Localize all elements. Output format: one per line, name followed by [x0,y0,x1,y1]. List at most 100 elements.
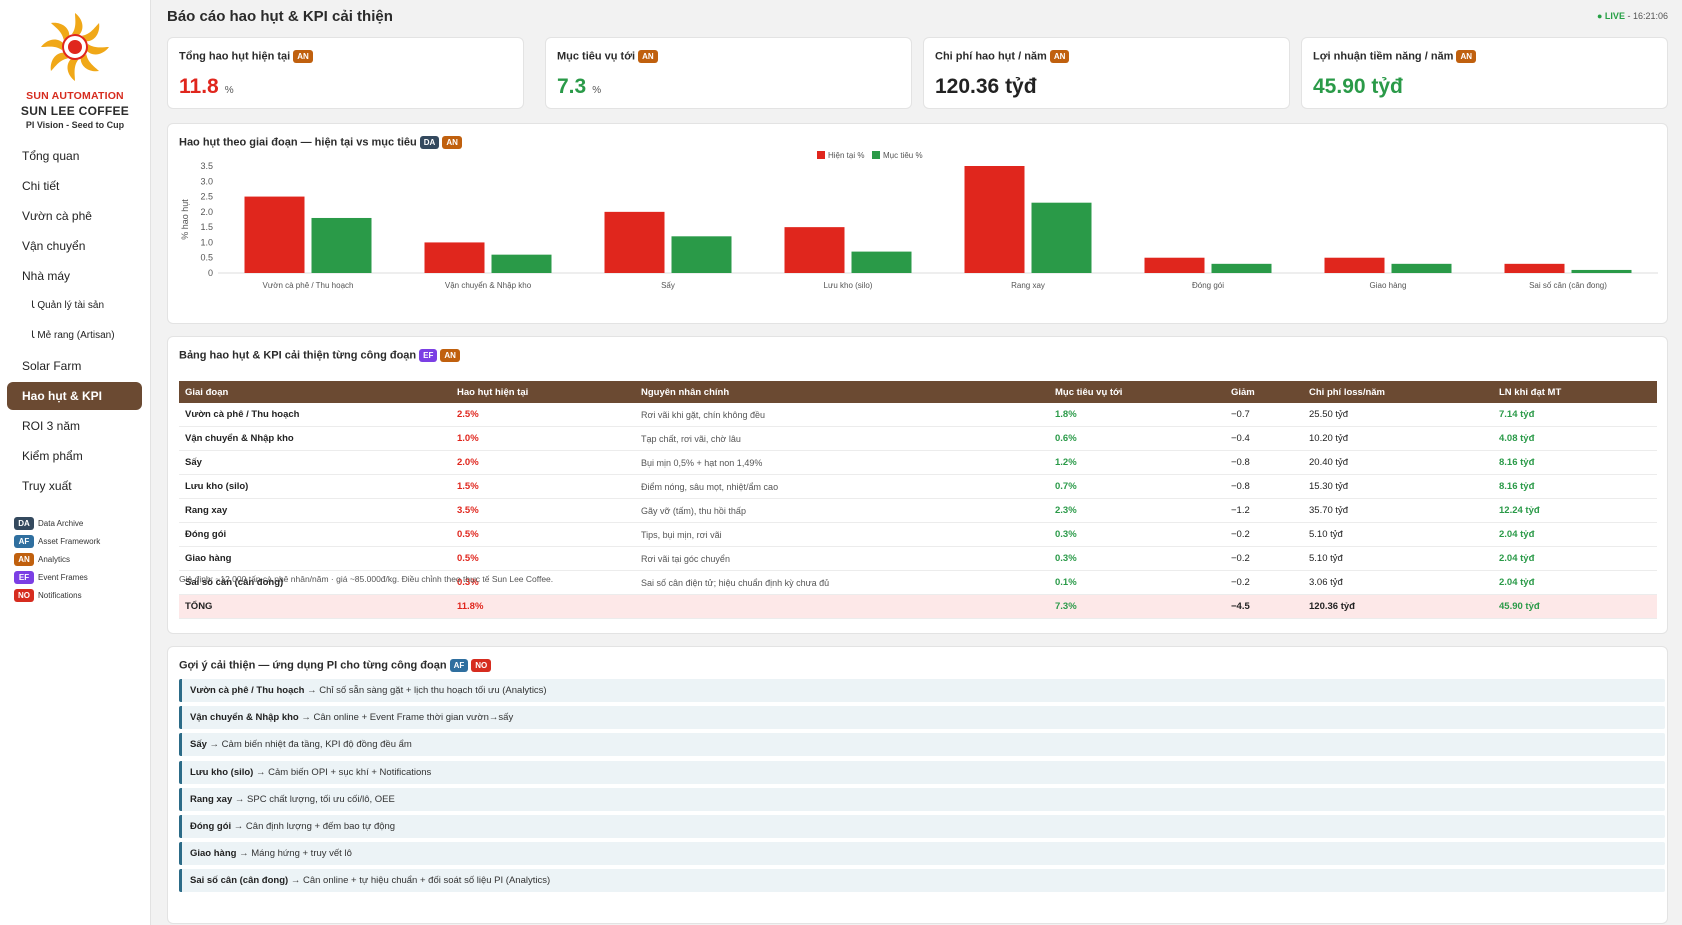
cell-cause [635,594,1049,619]
cell-cause: Sai số cân điện tử; hiệu chuẩn định kỳ c… [635,570,1049,595]
nav-item-overview[interactable]: Tổng quan [22,149,80,163]
badge-an: AN [638,50,658,63]
cell-current: 1.5% [451,474,635,499]
table-header-row: Giai đoạn Hao hụt hiện tại Nguyên nhân c… [179,381,1657,403]
bar-target [851,251,912,273]
cell-cost: 35.70 tỷđ [1303,498,1493,523]
legend-label: Asset Framework [38,536,101,546]
suggestion-stage: Sai số cân (cân đong) [190,875,289,887]
bar-current [1504,263,1565,273]
kpi-unit: % [224,85,234,96]
nav-item-factory[interactable]: Nhà máy [22,269,71,283]
legend-swatch [817,151,825,159]
suggestion-text: → Chỉ số sẵn sàng gặt + lịch thu hoạch t… [307,685,547,696]
cell-target: 0.3% [1049,522,1225,547]
legend-label: Event Frames [38,572,88,582]
cell-cause: Gãy vỡ (tấm), thu hồi thấp [635,498,1049,523]
cell-profit: 4.08 tỷđ [1493,426,1657,451]
bar-target [311,217,372,273]
x-tick-label: Lưu kho (silo) [824,281,873,290]
badge-no: NO [14,588,34,602]
bar-current [964,166,1025,273]
nav-item-traceability[interactable]: Truy xuất [22,479,72,493]
nav-item-transport[interactable]: Vận chuyển [22,239,86,253]
badge-af: AF [14,534,34,548]
kpi-value-number: 7.3 [557,75,587,98]
x-tick-label: Đóng gói [1192,281,1224,290]
y-tick-label: 2.5 [200,192,213,202]
sidebar: SUN AUTOMATION SUN LEE COFFEE PI Vision … [0,0,151,925]
cell-cause: Điểm nóng, sâu mọt, nhiệt/ẩm cao [635,474,1049,499]
bar-current [1324,257,1385,273]
nav-item-roi[interactable]: ROI 3 năm [22,419,81,433]
table-row: Rang xay 3.5% Gãy vỡ (tấm), thu hồi thấp 2.… [179,498,1657,523]
badge-ef: EF [14,570,34,584]
nav-item-solar-farm[interactable]: Solar Farm [22,359,82,373]
bar-target [1031,202,1092,273]
cell-cause: Rơi vãi khi gặt, chín không đều [635,403,1049,427]
y-tick-label: 0.5 [200,253,213,263]
legend-label: Data Archive [38,518,84,528]
cell-target: 1.8% [1049,403,1225,427]
kpi-value-number: 11.8 [179,75,219,98]
cell-stage: Giao hàng [179,546,451,571]
kpi-label: Chi phí hao hụt / năm AN [935,50,1070,63]
suggestion-stage: Đóng gói [190,821,232,832]
cell-current: 3.5% [451,498,635,523]
nav-item-quality-check[interactable]: Kiểm phẩm [22,449,83,463]
brand-line-3: PI Vision - Seed to Cup [25,120,125,130]
bar-target [1571,269,1632,273]
legend-item: NO Notifications [14,586,150,604]
table-row: Đóng gói 0.5% Tips, bụi mịn, rơi vãi 0.3% −0… [179,522,1657,547]
column-header: Chi phí loss/năm [1303,381,1493,403]
bar-target [491,254,552,273]
cell-target: 0.6% [1049,426,1225,451]
cell-cause: Tips, bụi mịn, rơi vãi [635,522,1049,547]
cell-profit: 8.16 tỷđ [1493,474,1657,499]
legend-swatch [872,151,880,159]
suggestion-stage: Rang xay [190,793,233,805]
badge-no: NO [471,659,492,672]
cell-cost: 10.20 tỷđ [1303,426,1493,451]
chart-card: Hao hụt theo giai đoạn — hiện tại vs mục… [167,123,1668,324]
bar-current [424,242,485,273]
cell-current: 0.5% [451,522,635,547]
live-status: ● LIVE - 16:21:06 [1597,11,1668,21]
cell-profit: 12.24 tỷđ [1493,498,1657,523]
suggestions-card: Gợi ý cải thiện — ứng dụng PI cho từng c… [167,646,1668,924]
cell-profit: 7.14 tỷđ [1493,403,1657,427]
cell-reduce: −0.4 [1225,426,1303,451]
legend-label: Hiện tại % [828,151,864,160]
cell-target: 7.3% [1049,594,1225,619]
suggestion-text: → Cân online + tự hiệu chuẩn + đối soát … [290,875,551,887]
cell-stage: Vườn cà phê / Thu hoạch [179,403,451,427]
column-header: Hao hụt hiện tại [451,381,635,403]
kpi-card-potential-profit: Lợi nhuận tiềm năng / năm AN 45.90 tỷđ [1301,37,1668,109]
x-tick-label: Sấy [661,281,675,290]
legend-label: Analytics [38,554,71,564]
x-tick-label: Vườn cà phê / Thu hoạch [263,281,354,290]
table-row: Vận chuyển & Nhập kho 1.0% Tạp chất, rơi v… [179,426,1657,451]
x-tick-label: Sai số cân (cân đong) [1529,281,1607,290]
nav-item-coffee-farm[interactable]: Vườn cà phê [22,209,92,223]
kpi-value: 120.36 tỷđ [935,75,1037,99]
suggestion-item: Lưu kho (silo) → Cảm biến OPI + sục khí … [179,760,1665,784]
nav-item-roast-batch[interactable]: Ꙇ Mẻ rang (Artisan) [31,330,115,341]
nav-item-asset-management[interactable]: Ꙇ Quản lý tài sản [31,300,105,311]
nav-item-loss-kpi[interactable]: Hao hụt & KPI [7,382,142,410]
badge-af: AF [449,659,469,672]
cell-target: 1.2% [1049,450,1225,475]
column-header: Giai đoạn [179,381,451,403]
bar-current [604,211,665,273]
y-tick-label: 1.5 [200,222,213,232]
cell-stage: Sai số cân (cân đong) [179,570,451,595]
badge-da: DA [14,516,34,530]
kpi-card-total-loss: Tổng hao hụt hiện tại AN 11.8% [167,37,524,109]
nav-item-detail[interactable]: Chi tiết [22,179,60,193]
badge-an: AN [442,136,462,149]
badge-legend: DA Data Archive AF Asset Framework AN Analy… [0,514,150,604]
legend-label: Notifications [38,590,82,600]
suggestion-text: → Máng hứng + truy vết lô [239,848,352,860]
suggestion-stage: Giao hàng [190,848,237,860]
cell-cause: Tạp chất, rơi vãi, chờ lâu [635,426,1049,451]
